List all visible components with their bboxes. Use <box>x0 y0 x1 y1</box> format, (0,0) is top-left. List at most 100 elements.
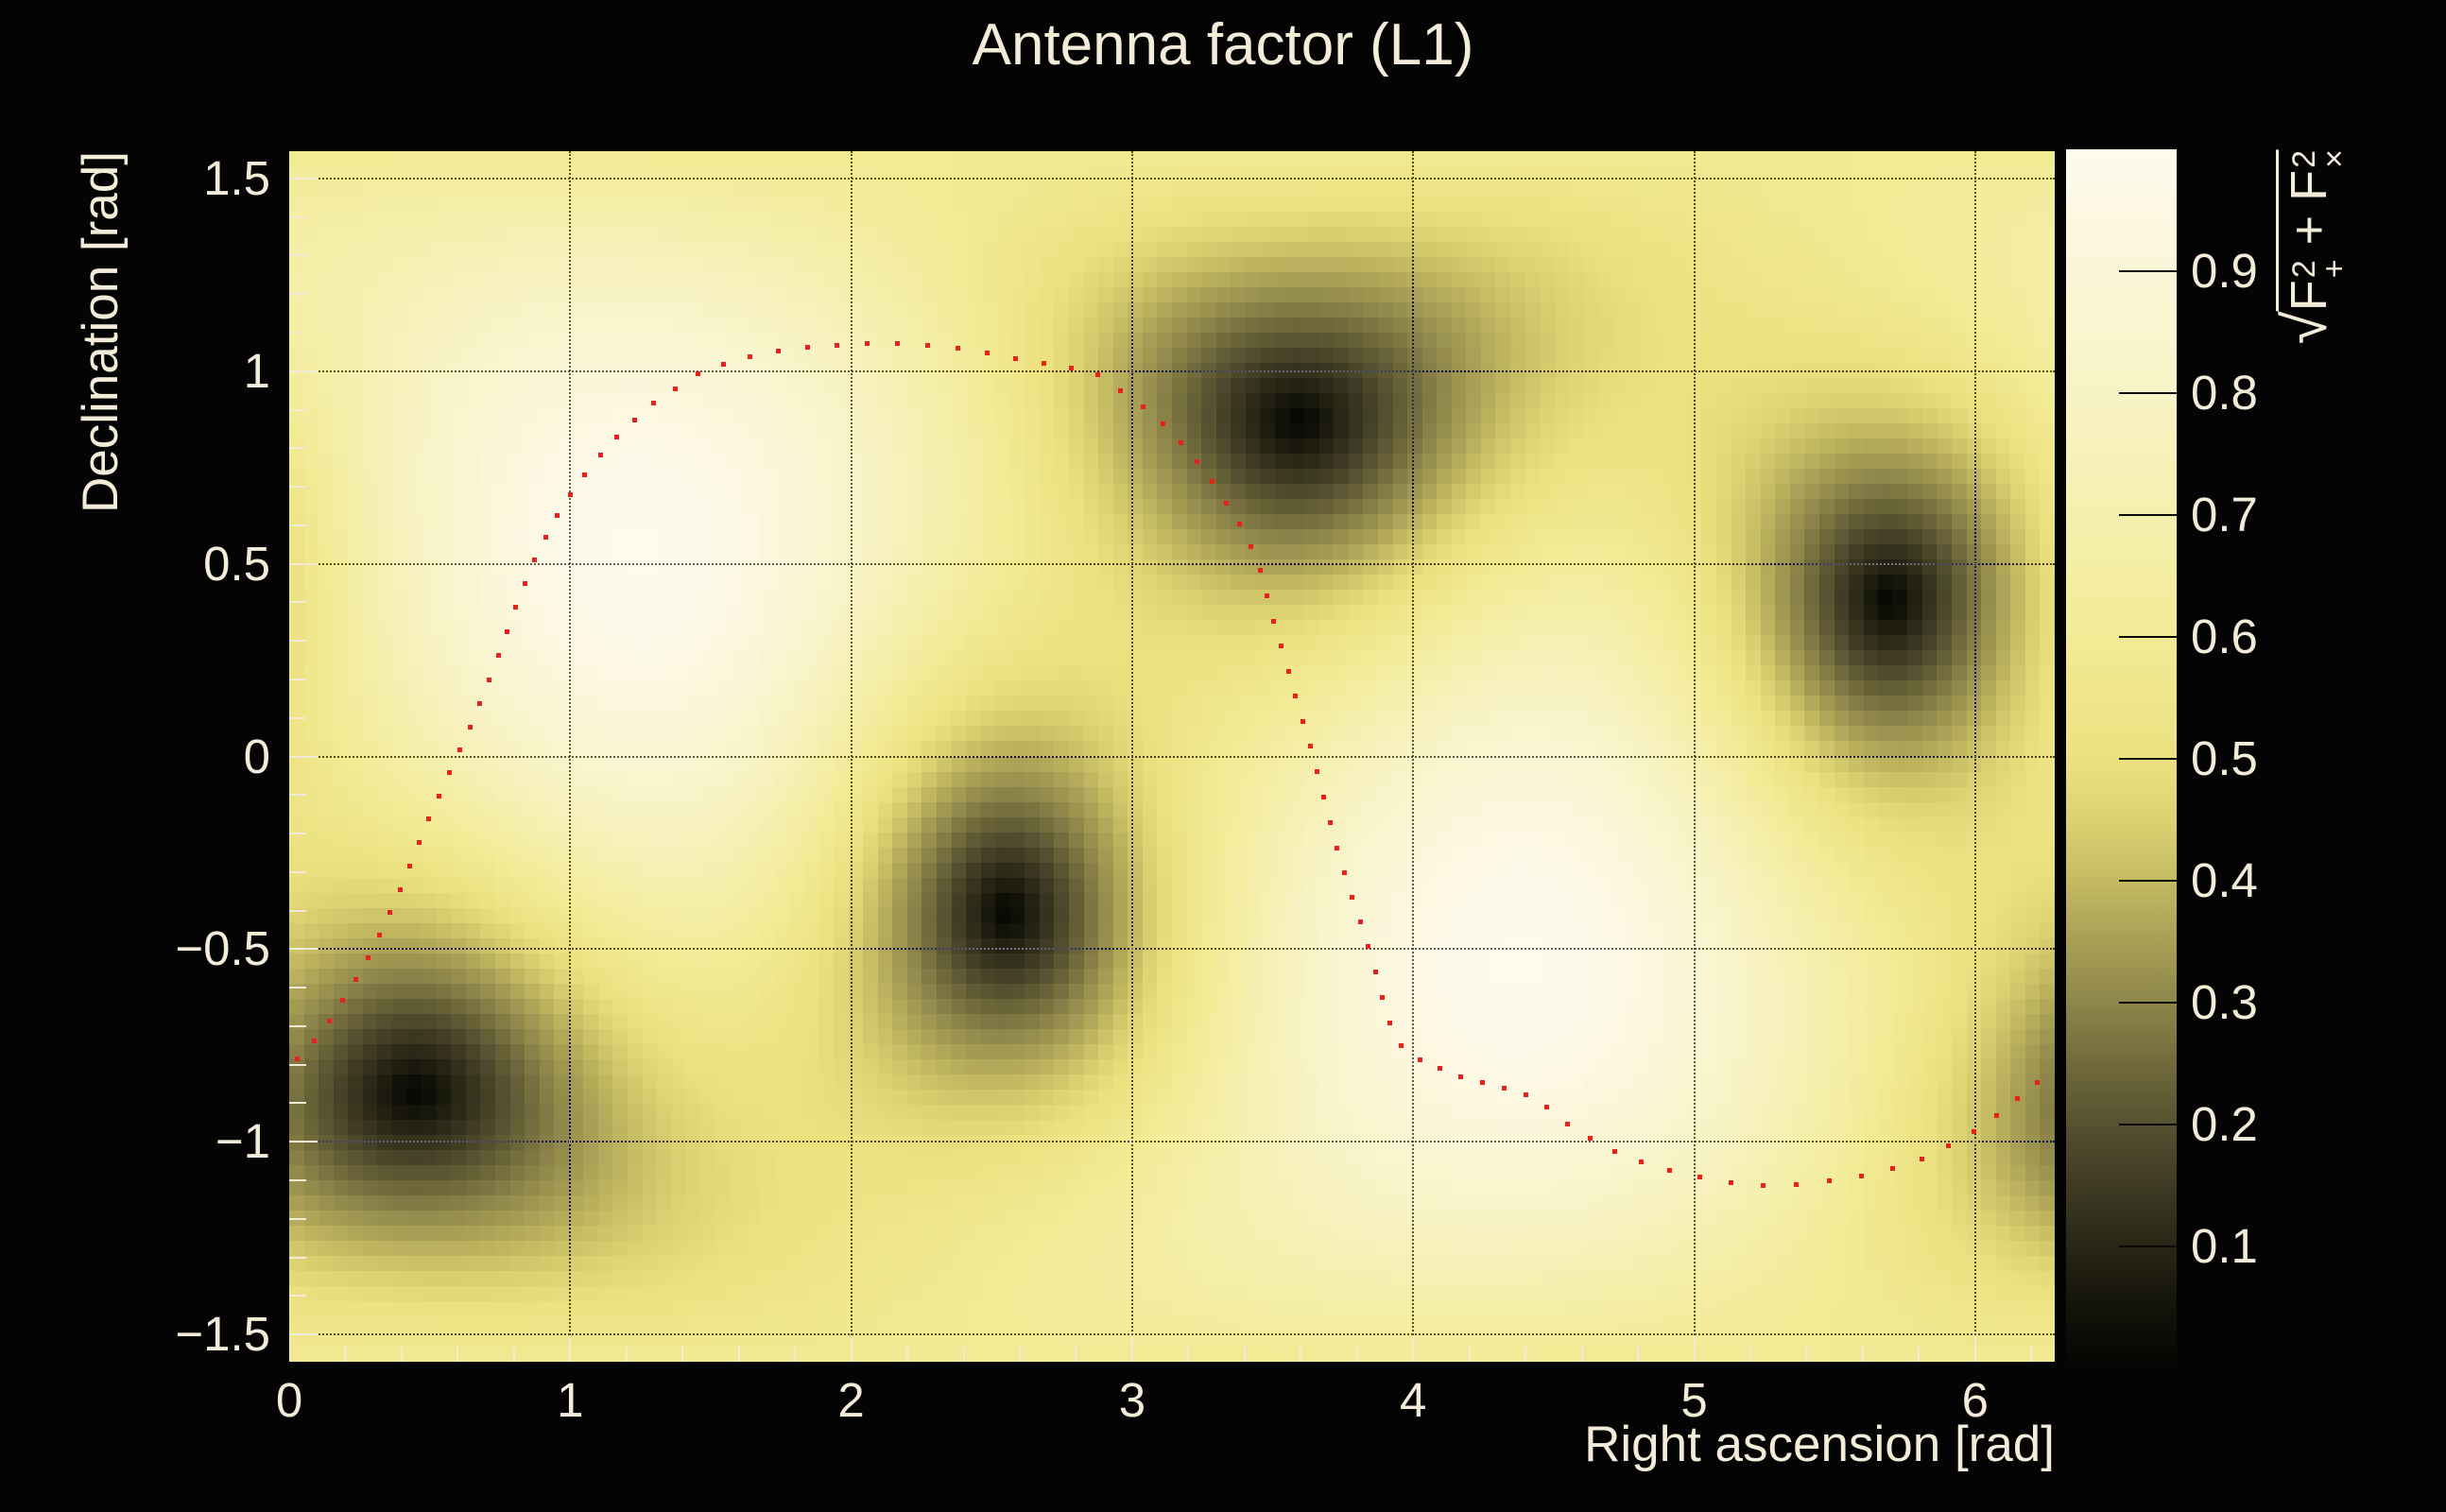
axis-tick <box>456 1347 459 1362</box>
colorbar-tick <box>2119 392 2177 394</box>
axis-tick <box>289 562 318 565</box>
trajectory-dot <box>1285 668 1291 674</box>
axis-tick <box>569 1337 572 1362</box>
trajectory-dot <box>388 910 393 916</box>
trajectory-dot <box>1611 1148 1617 1154</box>
axis-tick <box>1918 1347 1921 1362</box>
axis-tick <box>1748 1347 1751 1362</box>
trajectory-dot <box>1889 1166 1895 1172</box>
axis-tick <box>289 408 306 411</box>
colorbar-tick <box>2119 514 2177 516</box>
trajectory-dot <box>1293 694 1299 699</box>
axis-tick <box>1243 1347 1246 1362</box>
trajectory-dot <box>295 1057 301 1062</box>
axis-tick <box>289 987 306 989</box>
axis-tick <box>289 909 306 912</box>
trajectory-dot <box>1761 1182 1766 1188</box>
trajectory-dot <box>614 435 620 440</box>
axis-tick <box>1973 1337 1976 1362</box>
chart-title: Antenna factor (L1) <box>972 12 1474 77</box>
axis-tick <box>289 215 306 218</box>
trajectory-dot <box>695 371 700 377</box>
x-axis-title: Right ascension [rad] <box>1584 1417 2055 1472</box>
y-tick-label: 0.5 <box>203 536 270 591</box>
trajectory-dot <box>1458 1074 1464 1079</box>
term1-base: F <box>2281 280 2337 312</box>
trajectory-dot <box>1195 459 1200 465</box>
axis-tick <box>289 177 318 180</box>
axis-tick <box>1693 1337 1696 1362</box>
x-tick-label: 2 <box>837 1373 865 1427</box>
axis-tick <box>1524 1347 1527 1362</box>
axis-tick <box>1637 1347 1640 1362</box>
trajectory-dot <box>1524 1091 1529 1097</box>
axis-tick <box>289 331 306 334</box>
trajectory-dot <box>1919 1156 1924 1161</box>
axis-tick <box>289 486 306 489</box>
trajectory-dot <box>1307 744 1313 749</box>
trajectory-dot <box>1399 1043 1404 1049</box>
axis-tick <box>850 1337 853 1362</box>
trajectory-dot <box>1946 1143 1952 1149</box>
trajectory-dot <box>365 954 370 960</box>
trajectory-dot <box>1971 1128 1976 1134</box>
trajectory-dot <box>522 581 527 587</box>
trajectory-dot <box>2035 1080 2041 1086</box>
trajectory-dot <box>1438 1065 1443 1071</box>
colorbar-tick-label: 0.6 <box>2191 610 2258 663</box>
trajectory-dot <box>513 605 519 610</box>
axis-tick <box>289 524 306 526</box>
colorbar-tick <box>2119 270 2177 272</box>
trajectory-dot <box>1118 388 1124 394</box>
axis-tick <box>344 1347 347 1362</box>
axis-tick <box>794 1347 797 1362</box>
trajectory-dot <box>326 1018 332 1023</box>
axis-tick <box>2030 1347 2033 1362</box>
axis-tick <box>289 601 306 604</box>
trajectory-dot <box>437 793 442 799</box>
term2-superscript: 2 <box>2286 149 2322 168</box>
trajectory-dot <box>495 653 501 659</box>
axis-tick <box>289 1256 306 1259</box>
axis-tick <box>1468 1347 1471 1362</box>
trajectory-dot <box>955 346 960 352</box>
trajectory-dot <box>1858 1173 1864 1178</box>
radical-sign: √ <box>2271 311 2339 345</box>
y-tick-label: −1.5 <box>175 1307 270 1362</box>
trajectory-dot <box>555 512 560 518</box>
y-tick-label: −0.5 <box>175 921 270 976</box>
axis-tick <box>289 833 306 835</box>
axis-tick <box>289 1217 306 1220</box>
colorbar-title-expression: F 2 + + F 2 × <box>2276 149 2352 312</box>
colorbar-tick <box>2119 1002 2177 1004</box>
axis-tick <box>625 1347 628 1362</box>
trajectory-dot <box>468 724 474 730</box>
axis-tick <box>289 870 306 873</box>
trajectory-dot <box>1300 718 1305 724</box>
plot-area <box>289 151 2055 1362</box>
x-tick-label: 6 <box>1961 1373 1989 1427</box>
term2-base: F <box>2281 169 2337 201</box>
colorbar-title: √F 2 + + F 2 × <box>2270 149 2446 344</box>
grid-line-horizontal <box>289 369 2055 372</box>
x-tick-label: 0 <box>275 1373 303 1427</box>
trajectory-dot <box>582 472 588 478</box>
trajectory-dot <box>1387 1021 1392 1026</box>
axis-tick <box>1130 1337 1133 1362</box>
trajectory-dot <box>1357 919 1363 925</box>
trajectory-dot <box>1258 567 1264 573</box>
y-tick-label: 1.5 <box>203 150 270 205</box>
trajectory-dot <box>1140 404 1145 410</box>
trajectory-dot <box>1544 1105 1550 1110</box>
trajectory-dot <box>894 341 900 347</box>
trajectory-dot <box>532 558 538 563</box>
term2-subscript: × <box>2317 149 2353 168</box>
axis-tick <box>1075 1347 1077 1362</box>
trajectory-dot <box>1223 500 1229 506</box>
grid-line-horizontal <box>289 1333 2055 1336</box>
axis-tick <box>289 1179 306 1182</box>
trajectory-dot <box>775 348 781 353</box>
trajectory-dot <box>417 839 422 845</box>
trajectory-dot <box>1012 356 1018 362</box>
trajectory-dot <box>984 351 990 356</box>
